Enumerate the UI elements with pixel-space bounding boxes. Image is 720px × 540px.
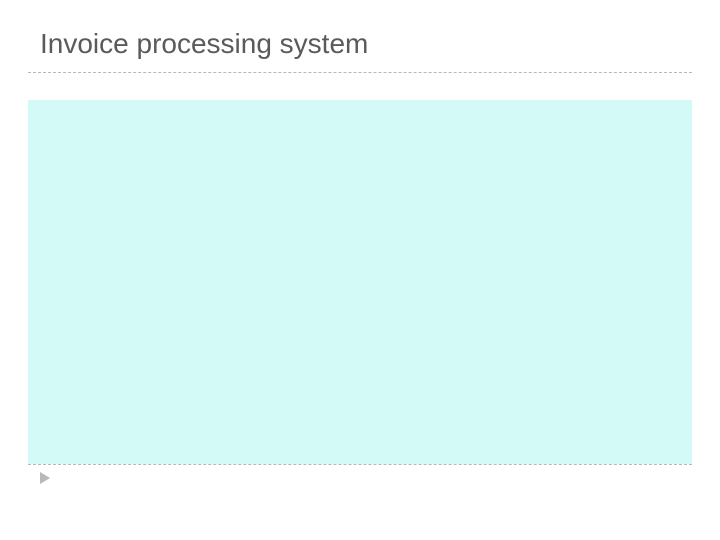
- content-area: [28, 100, 692, 464]
- divider-top: [28, 72, 692, 73]
- slide-title: Invoice processing system: [40, 28, 368, 60]
- divider-bottom: [28, 464, 692, 465]
- play-icon: [40, 472, 50, 484]
